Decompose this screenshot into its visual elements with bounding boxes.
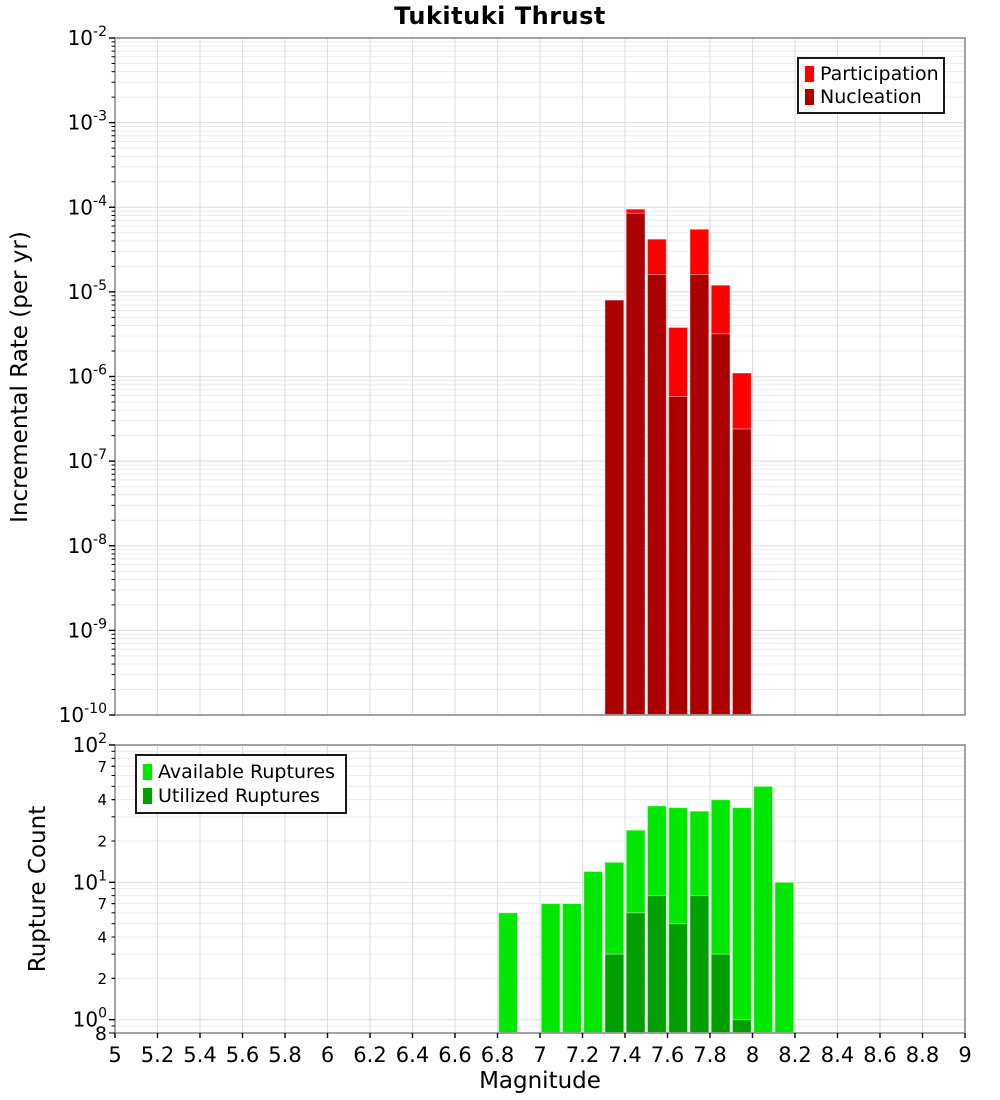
y-minor-tick-label: 7 <box>97 758 107 776</box>
y-minor-tick-label: 2 <box>97 833 107 851</box>
x-tick-label: 5 <box>108 1043 121 1067</box>
x-tick-label: 5.6 <box>226 1043 259 1067</box>
bar-nucleation-m7.95 <box>731 428 752 716</box>
bars-incremental-rate <box>604 208 752 716</box>
y-minor-tick-label: 2 <box>97 970 107 988</box>
x-tick-label: 7 <box>533 1043 546 1067</box>
y-axis-label-rupture-count: Rupture Count <box>25 805 51 973</box>
x-tick-label: 8 <box>746 1043 759 1067</box>
chart-title: Tukituki Thrust <box>394 2 606 30</box>
y-tick-label: 100 <box>73 1006 107 1032</box>
legend-item-nucleation: Nucleation <box>805 86 937 108</box>
bar-nucleation-m7.85 <box>710 333 731 716</box>
y-tick-label: 10-4 <box>68 193 108 219</box>
y-minor-tick-label: 4 <box>97 929 107 947</box>
y-tick-label: 10-7 <box>68 447 107 473</box>
legend-label-utilized-ruptures: Utilized Ruptures <box>158 785 320 807</box>
grid-incremental-rate <box>115 38 965 715</box>
x-tick-label: 7.4 <box>608 1043 641 1067</box>
y-tick-label: 102 <box>73 731 107 757</box>
bar-utilized-ruptures-m7.65 <box>668 923 689 1034</box>
bar-utilized-ruptures-m7.45 <box>625 912 646 1034</box>
x-tick-label: 5.4 <box>183 1043 216 1067</box>
y-tick-label: 10-10 <box>59 701 107 727</box>
axis-incremental-rate: 10-2 10-3 10-4 10-5 10-6 10-7 10-8 10-9 10-10 <box>59 24 115 727</box>
y-tick-label: 10-9 <box>68 616 107 642</box>
bar-nucleation-m7.35 <box>604 299 625 716</box>
x-tick-label: 7.8 <box>693 1043 726 1067</box>
y-tick-label: 10-8 <box>68 532 107 558</box>
legend-item-utilized-ruptures: Utilized Ruptures <box>143 785 339 807</box>
nucleation-swatch-icon <box>805 89 814 105</box>
x-tick-label: 6 <box>321 1043 334 1067</box>
y-tick-label: 10-5 <box>68 278 107 304</box>
x-tick-label: 8.2 <box>778 1043 811 1067</box>
x-tick-label: 9 <box>958 1043 971 1067</box>
y-tick-label: 10-6 <box>68 363 108 389</box>
legend-rate: Participation Nucleation <box>797 57 945 114</box>
bar-nucleation-m7.45 <box>625 212 646 716</box>
y-tick-label: 10-2 <box>68 24 107 50</box>
bar-utilized-ruptures-m7.95 <box>731 1019 752 1034</box>
legend-label-participation: Participation <box>820 63 939 85</box>
available-ruptures-swatch-icon <box>143 764 152 780</box>
x-tick-label: 7.2 <box>566 1043 599 1067</box>
x-tick-label: 7.6 <box>651 1043 684 1067</box>
bar-nucleation-m7.65 <box>668 396 689 716</box>
x-axis-label-magnitude: Magnitude <box>479 1068 601 1094</box>
bar-utilized-ruptures-m7.35 <box>604 953 625 1034</box>
bar-available-ruptures-m8.05 <box>753 785 774 1034</box>
x-tick-label: 6.2 <box>353 1043 386 1067</box>
utilized-ruptures-swatch-icon <box>143 788 152 804</box>
bar-available-ruptures-m8.15 <box>774 881 795 1034</box>
y-minor-tick-label: 7 <box>97 895 107 913</box>
legend-label-available-ruptures: Available Ruptures <box>158 761 335 783</box>
participation-swatch-icon <box>805 66 814 82</box>
x-tick-label: 5.8 <box>268 1043 301 1067</box>
bar-available-ruptures-m7.95 <box>731 807 752 1034</box>
x-tick-label: 6.8 <box>481 1043 514 1067</box>
bar-utilized-ruptures-m7.85 <box>710 953 731 1034</box>
legend-count: Available Ruptures Utilized Ruptures <box>135 754 347 814</box>
bar-available-ruptures-m7.25 <box>583 870 604 1034</box>
x-tick-label: 6.4 <box>396 1043 429 1067</box>
x-tick-label: 8.6 <box>863 1043 896 1067</box>
bars-rupture-count <box>498 785 795 1034</box>
x-tick-label: 6.6 <box>438 1043 471 1067</box>
legend-label-nucleation: Nucleation <box>820 86 922 108</box>
bar-nucleation-m7.55 <box>646 274 667 716</box>
bar-available-ruptures-m7.05 <box>540 903 561 1034</box>
y-minor-tick-label: 8 <box>95 1023 107 1045</box>
y-tick-label: 10-3 <box>68 109 107 135</box>
x-tick-label: 8.4 <box>821 1043 854 1067</box>
bar-utilized-ruptures-m7.55 <box>646 895 667 1034</box>
bar-nucleation-m7.75 <box>689 274 710 716</box>
x-tick-label: 8.8 <box>906 1043 939 1067</box>
y-minor-tick-label: 4 <box>97 791 107 809</box>
legend-item-available-ruptures: Available Ruptures <box>143 761 339 783</box>
legend-item-participation: Participation <box>805 63 939 85</box>
x-tick-label: 5.2 <box>141 1043 174 1067</box>
bar-available-ruptures-m7.15 <box>561 903 582 1034</box>
bar-available-ruptures-m6.85 <box>498 912 519 1034</box>
y-tick-label: 101 <box>73 868 107 894</box>
bar-utilized-ruptures-m7.75 <box>689 895 710 1034</box>
